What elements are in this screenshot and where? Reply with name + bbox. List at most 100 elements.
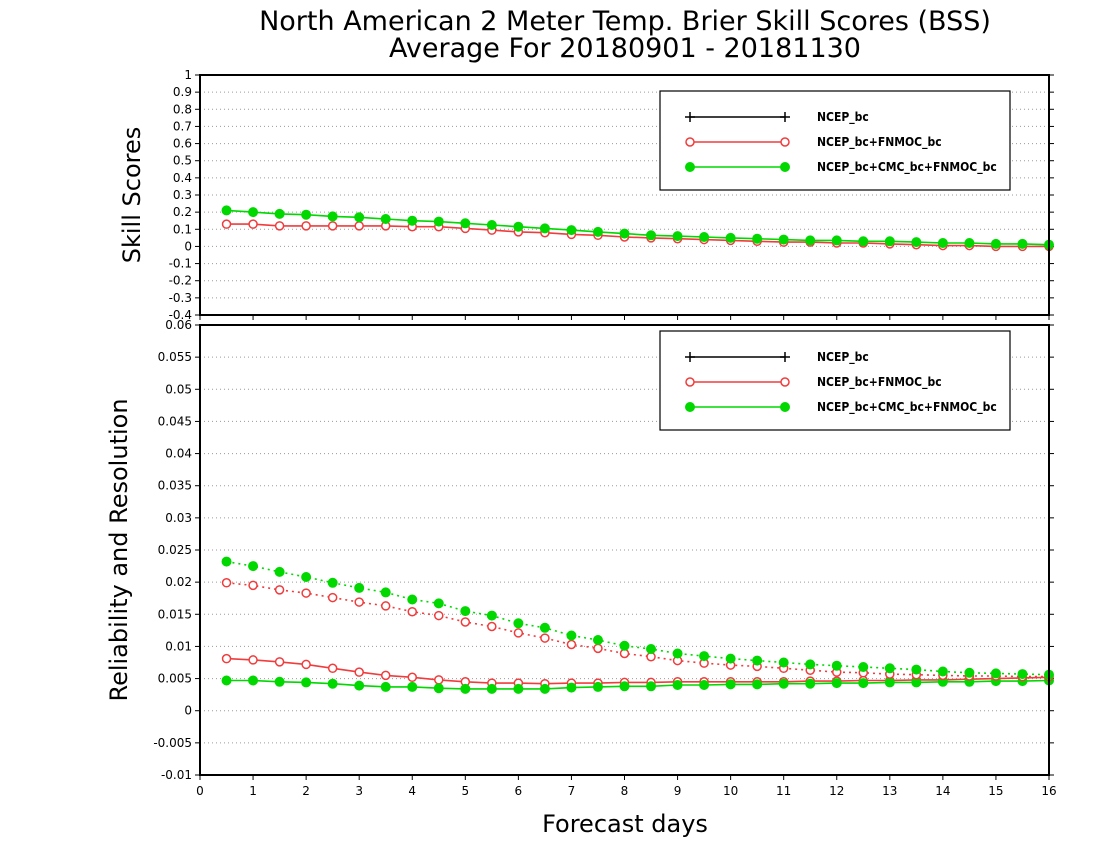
- legend: NCEP_bc NCEP_bc+FNMOC_bc NCEP_bc+CMC_bc+FN…: [659, 330, 1011, 431]
- data-point: [380, 601, 391, 611]
- data-point: [831, 660, 842, 671]
- data-point: [274, 208, 285, 219]
- series-line: [226, 657, 1050, 685]
- legend-marker: [780, 352, 790, 362]
- data-point: [327, 678, 338, 689]
- data-point: [433, 216, 444, 227]
- data-point: [327, 221, 338, 231]
- x-tick-label: 13: [882, 784, 897, 798]
- chart-title: North American 2 Meter Temp. Brier Skill…: [259, 6, 991, 37]
- y-tick-label: 0.055: [158, 350, 192, 364]
- legend-marker: [685, 402, 695, 412]
- y-tick-label: 0.9: [173, 85, 192, 99]
- data-point: [672, 231, 683, 242]
- data-point: [354, 582, 365, 593]
- reliability-resolution-panel: -0.01 -0.005 0 0.005 0.01 0.015 0.02 0.025 0.03 0…: [105, 318, 1057, 798]
- data-point: [699, 680, 710, 690]
- data-point: [513, 628, 524, 638]
- data-point: [248, 675, 259, 686]
- data-point: [937, 238, 948, 248]
- data-point: [301, 221, 311, 231]
- data-point: [539, 223, 550, 234]
- data-point: [566, 639, 577, 650]
- data-point: [592, 226, 603, 237]
- legend-marker: [780, 137, 790, 147]
- legend-label: NCEP_bc+FNMOC_bc: [817, 135, 942, 150]
- y-tick-label: 1: [184, 68, 192, 82]
- data-point: [884, 677, 895, 688]
- y-tick-label: -0.1: [169, 257, 192, 271]
- data-point: [354, 680, 365, 691]
- data-point: [778, 657, 789, 668]
- x-tick-label: 16: [1041, 784, 1056, 798]
- legend-marker: [780, 162, 790, 172]
- y-tick-label: -0.3: [169, 291, 192, 305]
- data-point: [699, 651, 710, 662]
- data-point: [725, 679, 736, 690]
- data-point: [672, 680, 683, 690]
- x-tick-label: 9: [674, 784, 682, 798]
- y-tick-label: 0: [184, 704, 192, 718]
- data-point: [725, 232, 736, 243]
- data-point: [858, 662, 869, 672]
- y-tick-label: 0.2: [173, 205, 192, 219]
- data-point: [725, 653, 736, 664]
- data-point: [301, 677, 312, 688]
- data-point: [619, 640, 630, 651]
- data-point: [805, 659, 816, 670]
- legend-marker: [685, 162, 695, 172]
- data-point: [487, 621, 497, 632]
- data-point: [221, 219, 232, 229]
- series-line: [226, 209, 1050, 246]
- data-point: [990, 238, 1001, 249]
- data-point: [964, 667, 975, 678]
- data-point: [593, 643, 603, 654]
- data-point: [274, 657, 285, 667]
- data-point: [248, 580, 258, 591]
- data-point: [1017, 669, 1028, 680]
- x-tick-label: 12: [829, 784, 844, 798]
- y-tick-label: 0.035: [158, 479, 192, 493]
- data-point: [937, 666, 948, 677]
- y-tick-label: 0.8: [173, 102, 192, 116]
- x-tick-label: 7: [568, 784, 576, 798]
- data-point: [221, 578, 232, 588]
- y-tick-label: 0.6: [173, 137, 192, 151]
- data-point: [699, 232, 710, 242]
- plot-frame: [199, 324, 1050, 776]
- legend-marker: [780, 112, 790, 122]
- data-point: [301, 209, 312, 220]
- x-tick-label: 5: [461, 784, 469, 798]
- data-point: [646, 681, 657, 692]
- data-point: [327, 663, 338, 674]
- data-point: [858, 236, 869, 247]
- legend-box: [659, 90, 1011, 191]
- data-point: [460, 606, 471, 617]
- data-point: [301, 572, 312, 582]
- data-point: [433, 683, 444, 694]
- y-tick-label: 0.3: [173, 188, 192, 202]
- data-point: [592, 635, 603, 645]
- plot-frame: [199, 74, 1050, 316]
- data-point: [990, 668, 1001, 679]
- y-tick-label: -0.005: [153, 736, 192, 750]
- y-axis-label: Reliability and Resolution: [105, 398, 133, 701]
- data-point: [911, 237, 922, 248]
- data-point: [592, 681, 603, 692]
- x-tick-label: 8: [621, 784, 629, 798]
- data-point: [1017, 238, 1028, 249]
- chart-subtitle: Average For 20180901 - 20181130: [389, 33, 861, 64]
- data-point: [433, 598, 444, 609]
- y-tick-label: 0.7: [173, 119, 192, 133]
- data-point: [354, 212, 365, 223]
- data-point: [672, 648, 683, 659]
- x-tick-label: 11: [776, 784, 791, 798]
- data-point: [486, 610, 497, 621]
- data-point: [513, 618, 524, 629]
- x-tick-label: 15: [988, 784, 1003, 798]
- legend-marker: [780, 377, 790, 387]
- data-point: [354, 597, 364, 607]
- data-point: [964, 238, 975, 248]
- legend-marker: [685, 377, 695, 387]
